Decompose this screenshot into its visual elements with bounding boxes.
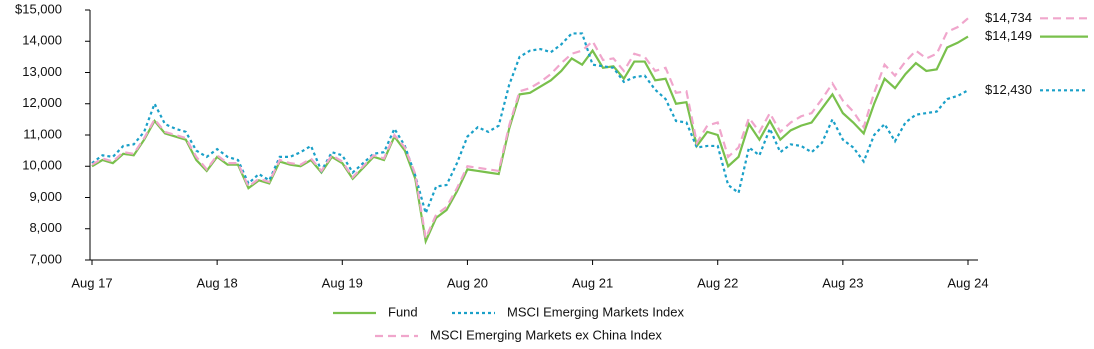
end-label: $12,430 [985, 82, 1032, 97]
x-tick-label: Aug 24 [947, 275, 988, 290]
x-tick-label: Aug 22 [697, 275, 738, 290]
y-tick-label: 13,000 [22, 64, 62, 79]
x-tick-label: Aug 20 [447, 275, 488, 290]
x-tick-label: Aug 18 [197, 275, 238, 290]
y-tick-label: 12,000 [22, 95, 62, 110]
y-tick-label: $15,000 [15, 1, 62, 16]
end-label: $14,734 [985, 10, 1032, 25]
series-line [91, 32, 969, 217]
x-tick-label: Aug 21 [572, 275, 613, 290]
y-tick-label: 7,000 [29, 251, 62, 266]
y-tick-label: 11,000 [23, 126, 62, 141]
y-tick-label: 14,000 [22, 33, 62, 48]
end-label: $14,149 [985, 28, 1032, 43]
legend-label: Fund [388, 304, 418, 319]
y-tick-label: 9,000 [29, 189, 62, 204]
y-tick-label: 8,000 [29, 220, 62, 235]
x-tick-label: Aug 17 [71, 275, 112, 290]
x-tick-label: Aug 23 [822, 275, 863, 290]
series-line [91, 35, 969, 246]
series-line [91, 17, 969, 242]
x-tick-label: Aug 19 [322, 275, 363, 290]
y-tick-label: 10,000 [22, 158, 62, 173]
legend-label: MSCI Emerging Markets ex China Index [430, 327, 662, 342]
legend-label: MSCI Emerging Markets Index [507, 304, 685, 319]
